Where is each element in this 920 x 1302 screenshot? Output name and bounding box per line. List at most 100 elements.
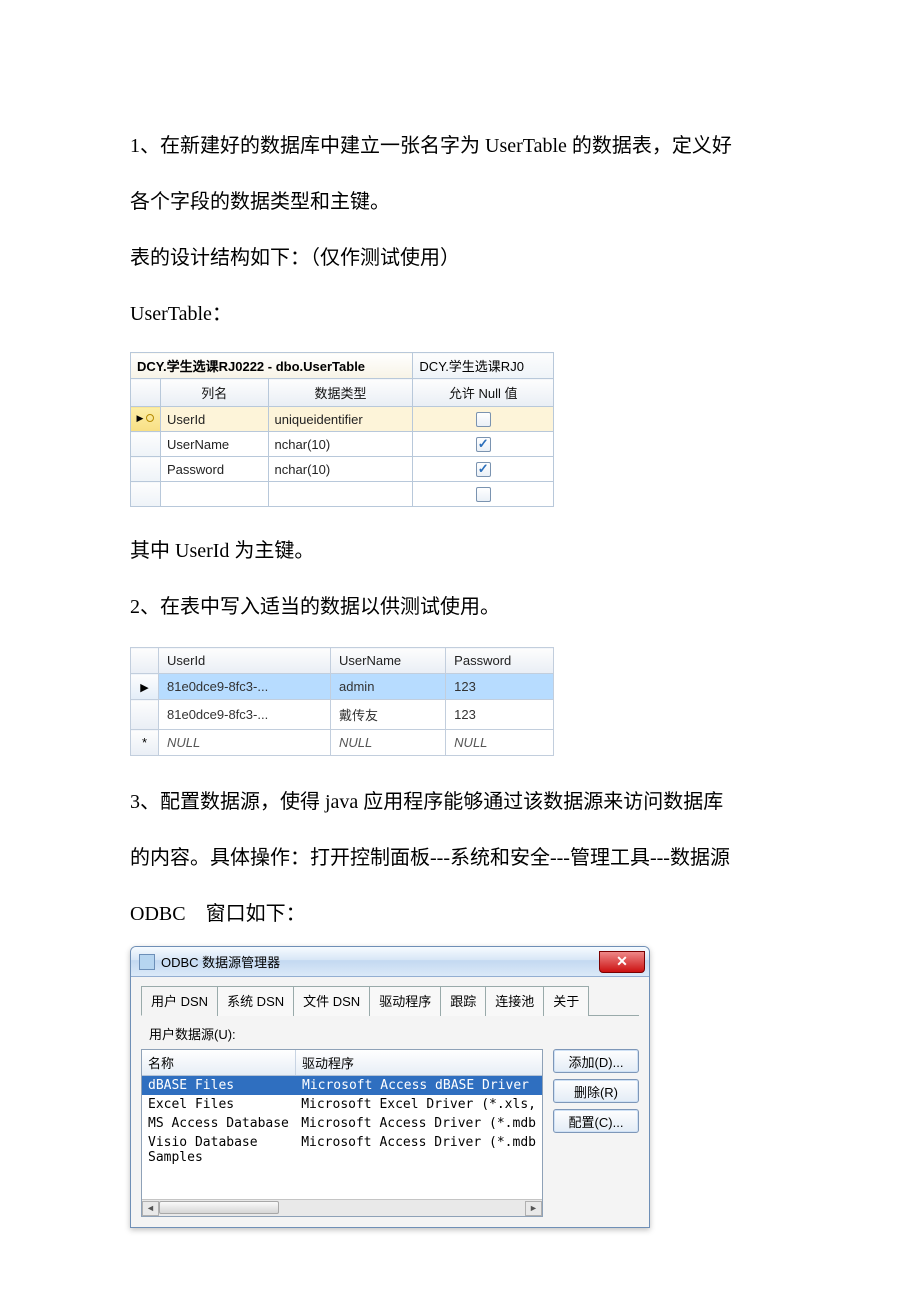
tab-4[interactable]: 跟踪 [440,986,486,1016]
cell-allow-null[interactable] [413,407,554,432]
item-name: MS Access Database [142,1115,295,1132]
item-name: Excel Files [142,1096,295,1113]
row-gutter [131,482,161,507]
cell-name[interactable]: 戴传友 [331,700,446,730]
cell-column-name[interactable]: UserId [161,407,269,432]
cell-pw[interactable]: NULL [446,730,554,756]
item-driver: Microsoft Excel Driver (*.xls, [295,1096,542,1113]
paragraph-4: 其中 UserId 为主键。 [130,525,790,577]
item-name: Visio Database Samples [142,1134,295,1166]
row-gutter: * [131,730,159,756]
schema-row[interactable] [131,482,554,507]
checkbox-icon[interactable] [476,462,491,477]
cell-data-type[interactable]: nchar(10) [268,457,413,482]
cell-pw[interactable]: 123 [446,700,554,730]
schema-row[interactable]: Passwordnchar(10) [131,457,554,482]
data-row[interactable]: *NULLNULLNULL [131,730,554,756]
tab-strip: 用户 DSN系统 DSN文件 DSN驱动程序跟踪连接池关于 [141,985,639,1016]
close-icon: ✕ [616,953,628,970]
cell-column-name[interactable]: Password [161,457,269,482]
col-header-type: 数据类型 [268,379,413,407]
list-item[interactable]: Visio Database SamplesMicrosoft Access D… [142,1133,542,1167]
col-header-name: 列名 [161,379,269,407]
item-driver: Microsoft Access Driver (*.mdb [295,1134,542,1166]
list-item[interactable]: dBASE FilesMicrosoft Access dBASE Driver [142,1076,542,1095]
cell-id[interactable]: 81e0dce9-8fc3-... [159,674,331,700]
col-header-null: 允许 Null 值 [413,379,554,407]
header-password: Password [446,648,554,674]
add-button[interactable]: 添加(D)... [553,1049,639,1073]
paragraph-6b: 的内容。具体操作：打开控制面板---系统和安全---管理工具---数据源 [130,832,790,884]
titlebar: ODBC 数据源管理器 ✕ [131,947,649,977]
datasource-label: 用户数据源(U): [149,1024,639,1043]
row-gutter [131,407,161,432]
row-gutter [131,432,161,457]
row-gutter [131,700,159,730]
paragraph-6: 3、配置数据源，使得 java 应用程序能够通过该数据源来访问数据库 [130,776,790,828]
row-gutter: ▶ [131,674,159,700]
cell-data-type[interactable]: uniqueidentifier [268,407,413,432]
row-gutter [131,457,161,482]
scroll-right-icon[interactable]: ► [525,1201,542,1216]
gutter-header [131,379,161,407]
gutter-header [131,648,159,674]
data-row[interactable]: ▶ 81e0dce9-8fc3-...admin123 [131,674,554,700]
window-title: ODBC 数据源管理器 [161,952,280,971]
item-driver: Microsoft Access dBASE Driver [296,1077,542,1094]
cell-id[interactable]: NULL [159,730,331,756]
paragraph-5: 2、在表中写入适当的数据以供测试使用。 [130,581,790,633]
tab-5[interactable]: 连接池 [485,986,544,1016]
checkbox-icon[interactable] [476,437,491,452]
tab-0[interactable]: 用户 DSN [141,986,218,1016]
header-username: UserName [331,648,446,674]
paragraph-3: UserTable： [130,288,790,340]
data-row[interactable]: 81e0dce9-8fc3-...戴传友123 [131,700,554,730]
datasource-listview[interactable]: 名称 驱动程序 dBASE FilesMicrosoft Access dBAS… [141,1049,543,1217]
new-row-icon: * [142,735,147,750]
cell-pw[interactable]: 123 [446,674,554,700]
cell-data-type[interactable]: nchar(10) [268,432,413,457]
list-item[interactable]: MS Access DatabaseMicrosoft Access Drive… [142,1114,542,1133]
paragraph-6c: ODBC 窗口如下： [130,888,790,940]
cell-allow-null[interactable] [413,457,554,482]
cell-name[interactable]: NULL [331,730,446,756]
app-icon [139,954,155,970]
checkbox-icon[interactable] [476,412,491,427]
scroll-thumb[interactable] [159,1201,279,1214]
horizontal-scrollbar[interactable]: ◄ ► [142,1199,542,1216]
cell-allow-null[interactable] [413,432,554,457]
header-userid: UserId [159,648,331,674]
scroll-left-icon[interactable]: ◄ [142,1201,159,1216]
tab-6[interactable]: 关于 [543,986,589,1016]
odbc-window: ODBC 数据源管理器 ✕ 用户 DSN系统 DSN文件 DSN驱动程序跟踪连接… [130,946,650,1228]
paragraph-1b: 各个字段的数据类型和主键。 [130,176,790,228]
cell-id[interactable]: 81e0dce9-8fc3-... [159,700,331,730]
list-header-driver: 驱动程序 [296,1050,542,1075]
cell-allow-null[interactable] [413,482,554,507]
cell-name[interactable]: admin [331,674,446,700]
list-header-name: 名称 [142,1050,296,1075]
schema-table: DCY.学生选课RJ0222 - dbo.UserTable DCY.学生选课R… [130,352,554,507]
cell-column-name[interactable] [161,482,269,507]
item-name: dBASE Files [142,1077,296,1094]
schema-row[interactable]: UserNamenchar(10) [131,432,554,457]
cell-data-type[interactable] [268,482,413,507]
configure-button[interactable]: 配置(C)... [553,1109,639,1133]
primary-key-icon [139,412,153,424]
tab-1[interactable]: 系统 DSN [217,986,294,1016]
tab-inactive[interactable]: DCY.学生选课RJ0 [413,353,554,379]
data-table: UserId UserName Password ▶ 81e0dce9-8fc3-… [130,647,554,756]
item-driver: Microsoft Access Driver (*.mdb [295,1115,542,1132]
checkbox-icon[interactable] [476,487,491,502]
close-button[interactable]: ✕ [599,951,645,973]
paragraph-1: 1、在新建好的数据库中建立一张名字为 UserTable 的数据表，定义好 [130,120,790,172]
list-item[interactable]: Excel FilesMicrosoft Excel Driver (*.xls… [142,1095,542,1114]
cell-column-name[interactable]: UserName [161,432,269,457]
delete-button[interactable]: 删除(R) [553,1079,639,1103]
tab-3[interactable]: 驱动程序 [369,986,441,1016]
schema-row[interactable]: UserIduniqueidentifier [131,407,554,432]
paragraph-2: 表的设计结构如下：（仅作测试使用） [130,232,790,284]
tab-2[interactable]: 文件 DSN [293,986,370,1016]
current-row-icon: ▶ [140,682,148,694]
tab-active[interactable]: DCY.学生选课RJ0222 - dbo.UserTable [131,353,413,379]
